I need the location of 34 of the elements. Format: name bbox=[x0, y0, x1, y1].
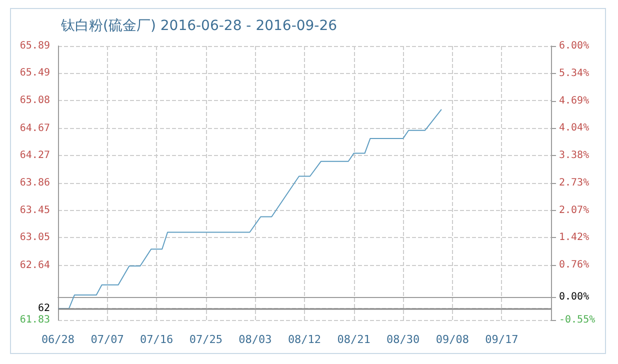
y2-tick-label: -0.55% bbox=[559, 314, 596, 326]
x-tick-label: 08/21 bbox=[337, 333, 370, 346]
y2-tick-label: 0.00% bbox=[559, 291, 590, 302]
x-tick-label: 09/08 bbox=[436, 333, 469, 346]
x-tick-label: 08/30 bbox=[386, 333, 420, 346]
y2-tick-label: 5.34% bbox=[559, 68, 590, 80]
y-tick-label: 65.89 bbox=[20, 40, 50, 52]
x-tick-label: 06/28 bbox=[41, 333, 75, 346]
chart-title: 钛白粉(硫金厂) 2016-06-28 - 2016-09-26 bbox=[60, 18, 338, 34]
y2-tick-label: 2.07% bbox=[559, 204, 590, 216]
y-tick-label: 62 bbox=[38, 303, 50, 314]
x-tick-label: 08/03 bbox=[238, 333, 272, 346]
y2-tick-label: 4.69% bbox=[559, 95, 590, 106]
x-tick-label: 07/16 bbox=[140, 333, 174, 346]
y-tick-label: 61.83 bbox=[20, 314, 50, 326]
x-tick-label: 09/17 bbox=[485, 333, 518, 346]
y2-tick-label: 3.38% bbox=[559, 150, 590, 162]
x-tick-label: 07/07 bbox=[90, 333, 124, 346]
y2-tick-label: 4.04% bbox=[559, 122, 590, 134]
y-tick-label: 63.86 bbox=[20, 178, 50, 188]
y2-tick-label: 0.76% bbox=[559, 260, 590, 271]
y-tick-label: 65.08 bbox=[20, 95, 50, 106]
y-tick-label: 63.45 bbox=[20, 205, 50, 216]
y2-tick-label: 2.73% bbox=[559, 177, 590, 188]
y-tick-label: 63.05 bbox=[20, 232, 50, 244]
x-tick-label: 08/12 bbox=[288, 333, 322, 346]
line-series bbox=[58, 108, 442, 310]
y-tick-label: 65.49 bbox=[20, 67, 50, 78]
x-tick-label: 07/25 bbox=[189, 333, 222, 346]
y2-tick-label: 6.00% bbox=[559, 40, 590, 52]
y-tick-label: 64.27 bbox=[20, 150, 50, 161]
y2-tick-label: 1.42% bbox=[559, 232, 590, 244]
y-tick-label: 64.67 bbox=[20, 122, 50, 134]
y-tick-label: 62.64 bbox=[20, 260, 50, 271]
